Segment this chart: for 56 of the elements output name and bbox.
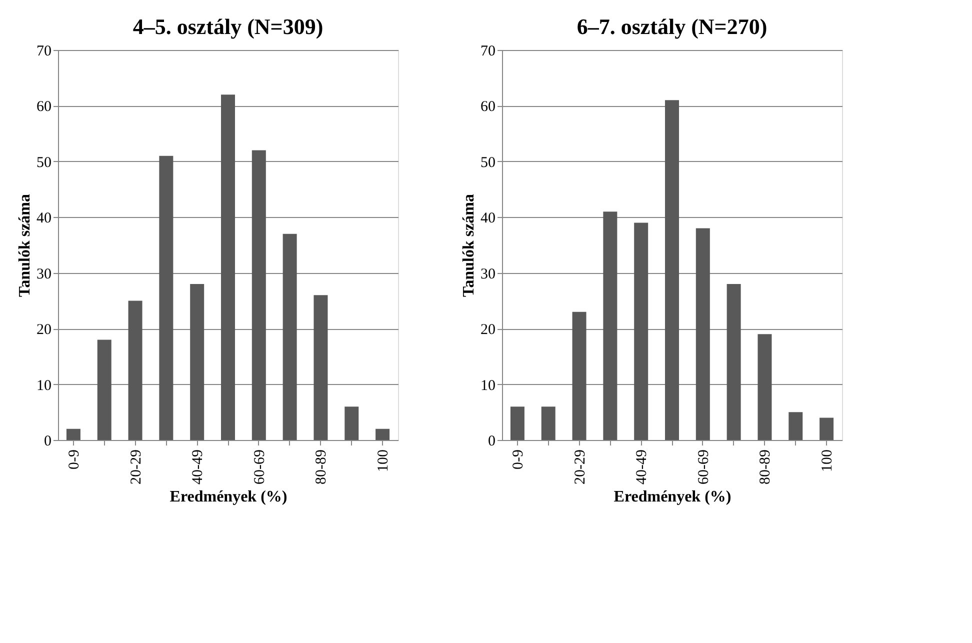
chart-title: 6–7. osztály (N=270): [576, 14, 768, 39]
chart-title: 4–5. osztály (N=309): [132, 14, 324, 39]
bar: [572, 312, 586, 440]
y-tick-label: 60: [36, 99, 52, 116]
bar: [603, 212, 618, 440]
bar: [758, 334, 772, 440]
x-tick-label: 20-29: [572, 450, 588, 484]
x-tick-label: 60-69: [696, 450, 712, 484]
x-tick-label: 100: [820, 450, 836, 472]
x-tick-label: 80-89: [314, 450, 330, 484]
y-tick-label: 20: [36, 322, 52, 338]
x-tick-label: 40-49: [634, 450, 650, 484]
y-axis-title: Tanulók száma: [460, 194, 478, 297]
y-tick-label: 0: [488, 434, 496, 450]
bar: [159, 156, 174, 440]
bar: [344, 406, 359, 440]
y-tick-label: 10: [480, 378, 496, 394]
bar: [282, 234, 297, 440]
y-tick-label: 50: [480, 154, 496, 171]
y-tick-label: 10: [36, 378, 52, 394]
y-tick-label: 70: [36, 44, 52, 60]
y-tick-label: 50: [36, 154, 52, 171]
bar: [634, 222, 648, 440]
x-tick-label: 0-9: [510, 450, 526, 470]
bar: [696, 228, 710, 440]
bar: [66, 428, 80, 440]
y-axis-title: Tanulók száma: [16, 194, 34, 297]
bar: [128, 300, 142, 440]
bar: [221, 94, 235, 440]
bar: [788, 412, 803, 440]
x-tick-label: 40-49: [190, 450, 206, 484]
bar: [820, 418, 834, 440]
x-axis-title: Eredmények (%): [170, 488, 288, 506]
bar: [376, 428, 390, 440]
bar: [252, 150, 266, 440]
bar: [541, 406, 556, 440]
x-tick-label: 60-69: [252, 450, 268, 484]
x-tick-label: 80-89: [758, 450, 774, 484]
y-tick-label: 0: [44, 434, 52, 450]
bar: [97, 340, 112, 440]
y-tick-label: 20: [480, 322, 496, 338]
bar: [314, 295, 328, 440]
bar: [510, 406, 524, 440]
x-tick-label: 0-9: [66, 450, 82, 470]
x-tick-label: 20-29: [128, 450, 144, 484]
y-tick-label: 60: [480, 99, 496, 116]
x-axis-title: Eredmények (%): [614, 488, 732, 506]
x-tick-label: 100: [376, 450, 392, 472]
bar: [726, 284, 741, 440]
bar: [665, 100, 679, 440]
bar: [190, 284, 204, 440]
y-tick-label: 40: [480, 210, 496, 227]
y-tick-label: 40: [36, 210, 52, 227]
y-tick-label: 30: [36, 266, 52, 282]
y-tick-label: 30: [480, 266, 496, 282]
y-tick-label: 70: [480, 44, 496, 60]
